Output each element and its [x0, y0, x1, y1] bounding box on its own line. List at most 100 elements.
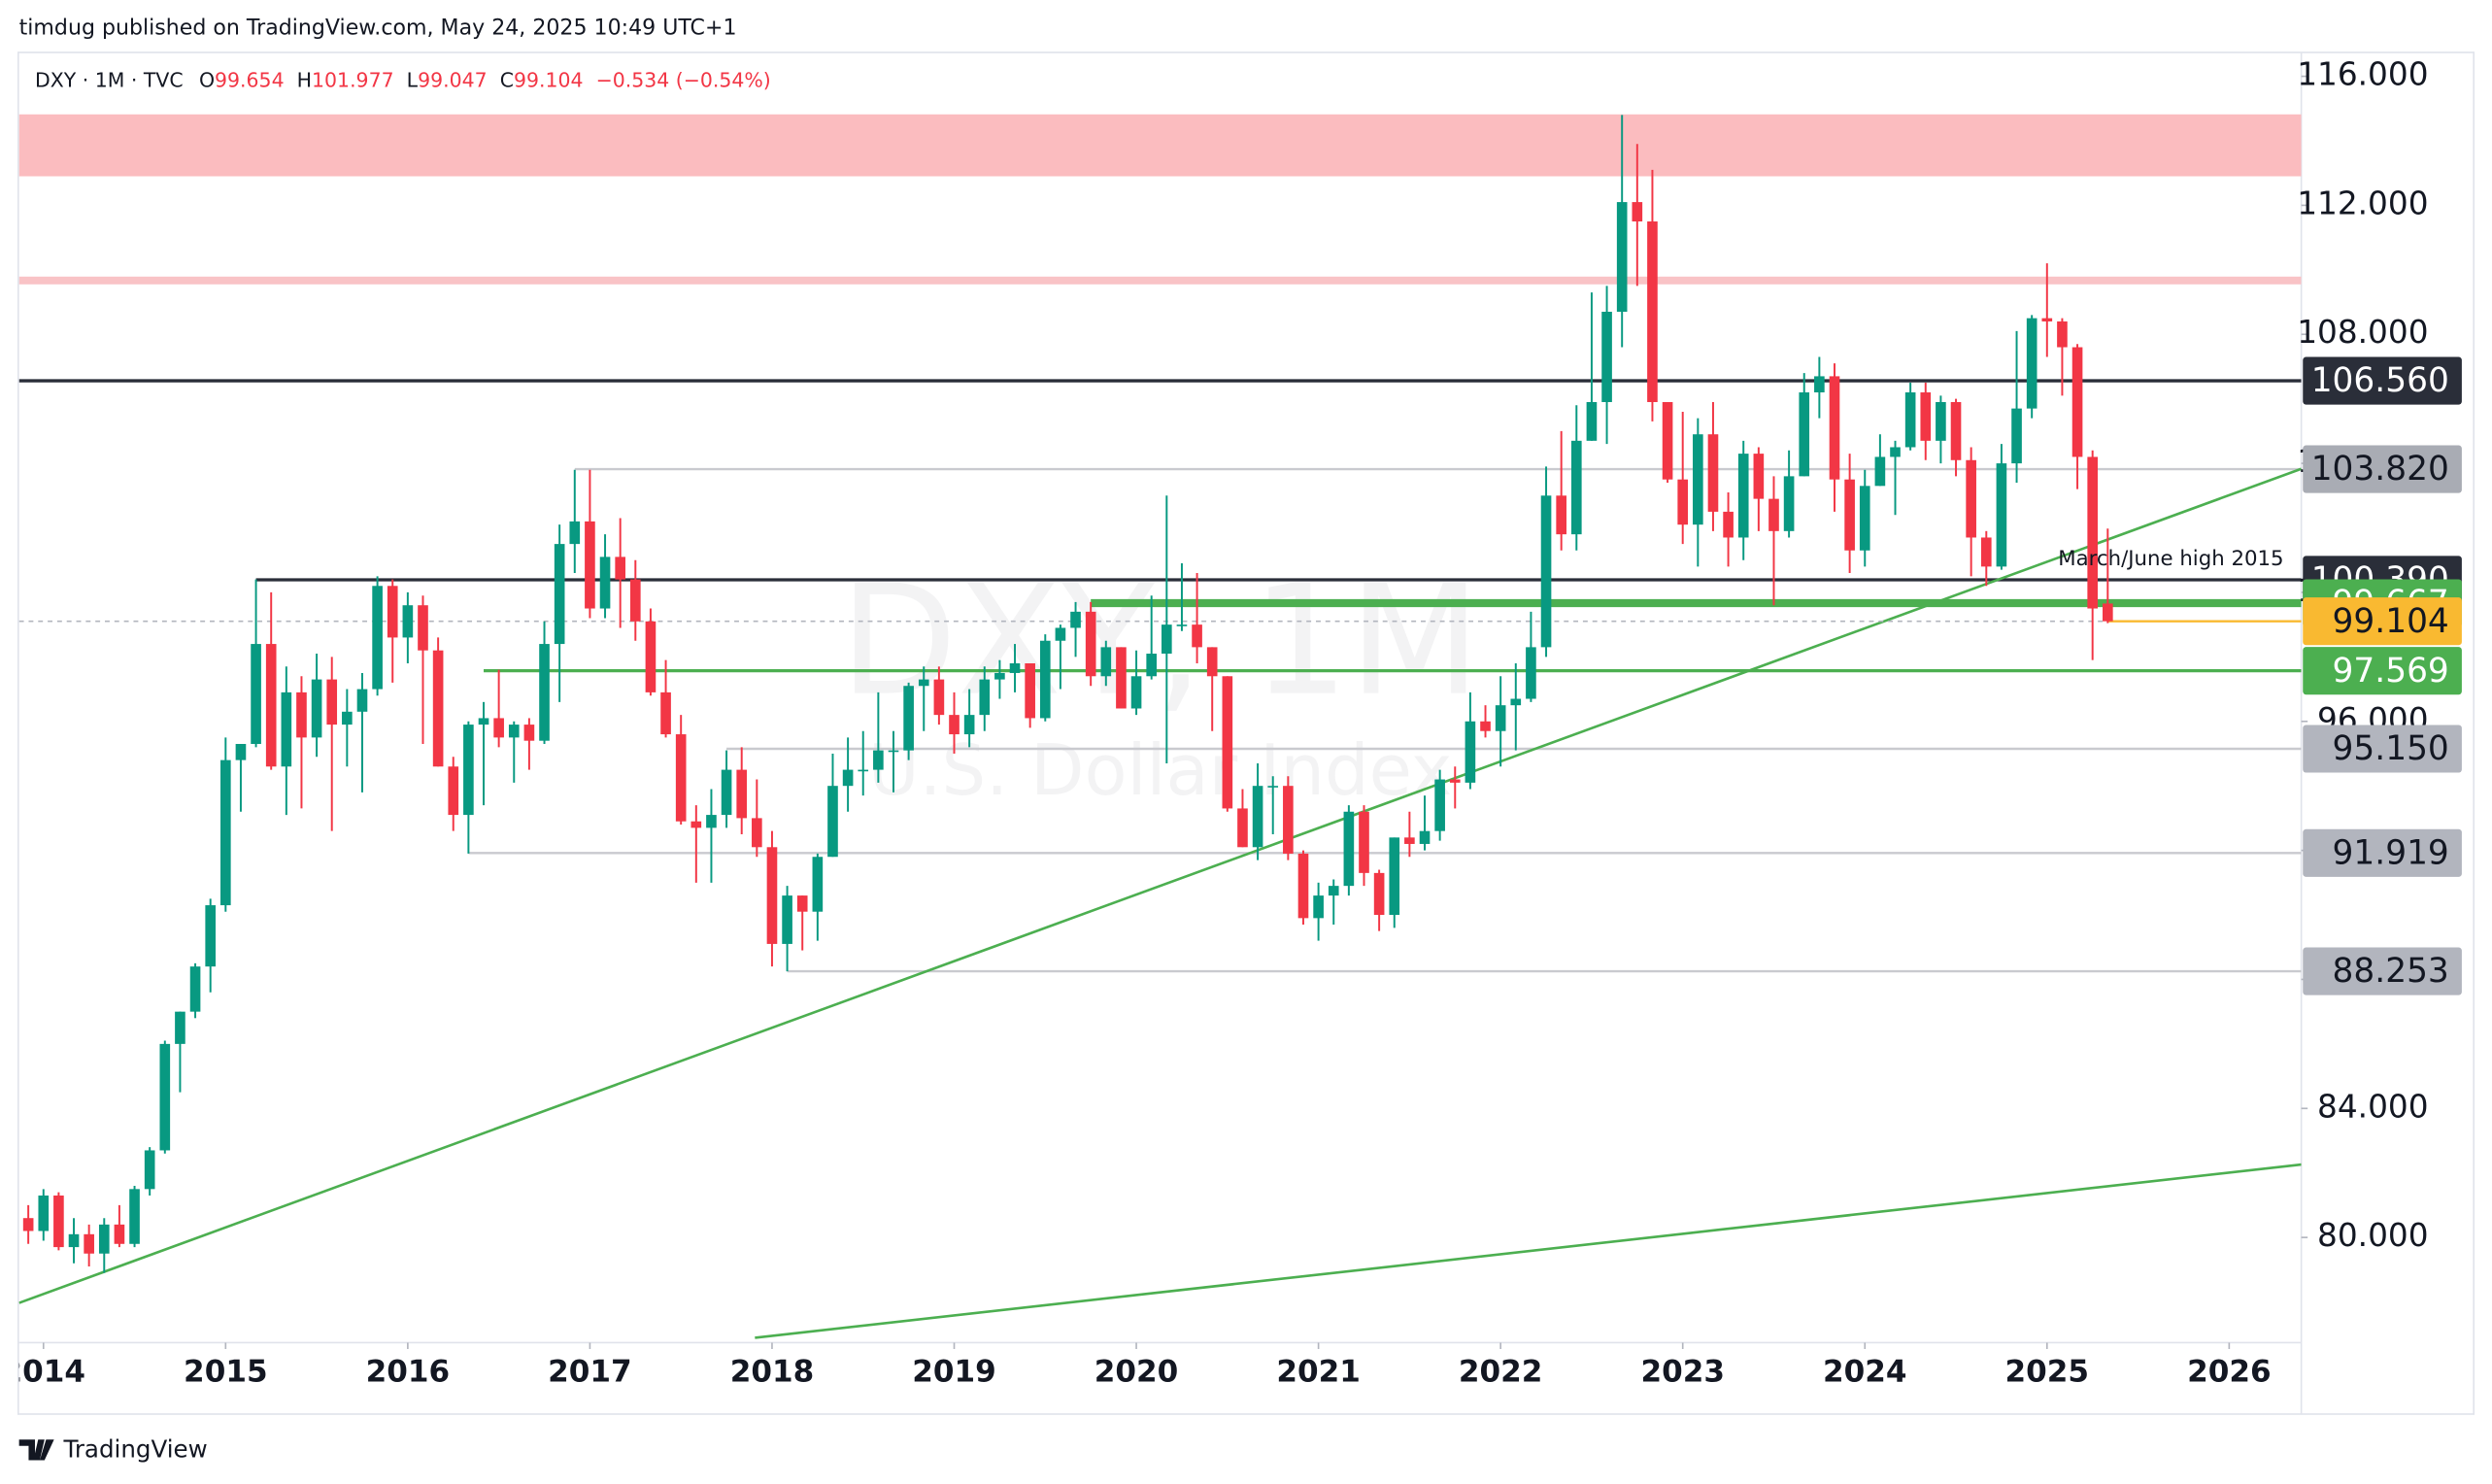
candle-body [1920, 392, 1932, 441]
y-tick-label: 108.000 [2297, 314, 2428, 351]
candle-body [220, 759, 231, 906]
candle-body [918, 679, 929, 687]
publisher-line: timdug published on TradingView.com, May… [19, 16, 737, 40]
candle-body [858, 769, 869, 772]
price-label: 97.569 [2333, 652, 2449, 691]
candle-body [1419, 830, 1431, 844]
candle-body [1389, 837, 1400, 916]
candle-body [615, 556, 625, 580]
price-label: 99.104 [2333, 602, 2449, 641]
candle-body [842, 769, 854, 787]
high-value: 101.977 [312, 68, 394, 91]
candle-body [1799, 392, 1810, 477]
candle-body [1601, 311, 1612, 402]
candle-body [265, 644, 277, 767]
candle-body [1890, 447, 1901, 457]
candle-body [782, 895, 792, 944]
close-value: 99.104 [514, 68, 584, 91]
y-tick-label: 84.000 [2317, 1088, 2429, 1125]
candle-body [98, 1224, 110, 1254]
candle-body [1283, 786, 1294, 854]
symbol: DXY · 1M · TVC [35, 68, 184, 91]
price-label: 91.919 [2333, 833, 2449, 872]
candle-body [1359, 811, 1369, 873]
candle-body [903, 686, 914, 751]
candle-body [342, 711, 353, 725]
candle-body [1950, 401, 1962, 460]
x-tick-label: 2014 [2, 1354, 86, 1389]
candle-body [1510, 698, 1522, 706]
candle-body [1116, 647, 1127, 709]
brand-logo: TradingView [18, 1435, 208, 1464]
candle-body [1632, 202, 1643, 222]
candle-body [1662, 401, 1673, 480]
candle-body [1328, 886, 1339, 896]
candle-body [812, 857, 824, 912]
candle-body [175, 1011, 185, 1044]
candle-body [129, 1189, 140, 1244]
price-label: 106.560 [2311, 361, 2449, 400]
price-label-box [2303, 445, 2462, 493]
candle-body [1373, 872, 1385, 916]
candle-body [356, 689, 368, 712]
candle-body [463, 725, 474, 816]
candle-body [1480, 721, 1491, 731]
price-label: 103.820 [2311, 450, 2449, 489]
candle-body [1844, 479, 1855, 551]
price-label: 88.253 [2333, 952, 2449, 991]
price-label-box [2303, 647, 2462, 695]
candle-body [933, 679, 945, 716]
candle-body [387, 586, 398, 638]
low-value: 99.047 [418, 68, 488, 91]
candle-body [1267, 786, 1279, 788]
x-tick-label: 2024 [1823, 1354, 1907, 1389]
candle-body [144, 1150, 155, 1190]
y-tick-label: 80.000 [2317, 1217, 2429, 1254]
candle-body [448, 766, 459, 816]
candle-body [1025, 662, 1035, 719]
candle-body [752, 818, 762, 848]
axes: 80.00084.00088.00092.00096.000100.000104… [2297, 56, 2462, 1254]
candle-body [1753, 454, 1765, 499]
candle-body [1737, 454, 1749, 538]
x-tick-label: 2020 [1094, 1354, 1179, 1389]
candle-body [599, 556, 611, 609]
candle-body [1237, 808, 1248, 848]
candle-body [660, 691, 671, 735]
y-tick-label: 112.000 [2297, 185, 2428, 221]
resistance-zone [18, 114, 2302, 177]
candle-body [736, 769, 748, 819]
candle-body [523, 725, 535, 741]
candle-body [296, 691, 307, 738]
candle-body [1540, 495, 1552, 648]
candle-body [721, 769, 732, 816]
candle-body [1449, 779, 1461, 783]
candle-body [1904, 392, 1916, 448]
candle-body [979, 679, 991, 716]
plot-area: March/June high 2015 [18, 114, 2302, 1339]
candle-body [1085, 611, 1096, 677]
candle-body [1100, 647, 1112, 677]
candle-body [53, 1195, 64, 1248]
x-tick-label: 2017 [548, 1354, 632, 1389]
annotation: March/June high 2015 [2058, 547, 2283, 571]
price-label-box [2303, 828, 2462, 877]
candle-body [569, 521, 581, 545]
candle-body [251, 644, 261, 745]
candle-body [1647, 221, 1658, 402]
candle-body [68, 1233, 80, 1248]
x-tick-label: 2023 [1640, 1354, 1725, 1389]
candle-body [766, 847, 778, 944]
candle-body [1677, 479, 1689, 525]
candle-body [873, 750, 884, 770]
candle-body [281, 691, 292, 767]
candle-body [1009, 662, 1021, 673]
candle-body [645, 621, 657, 692]
candle-body [690, 821, 702, 828]
candle-body [949, 715, 960, 735]
candle-body [508, 725, 520, 738]
price-label-box [2303, 597, 2462, 646]
